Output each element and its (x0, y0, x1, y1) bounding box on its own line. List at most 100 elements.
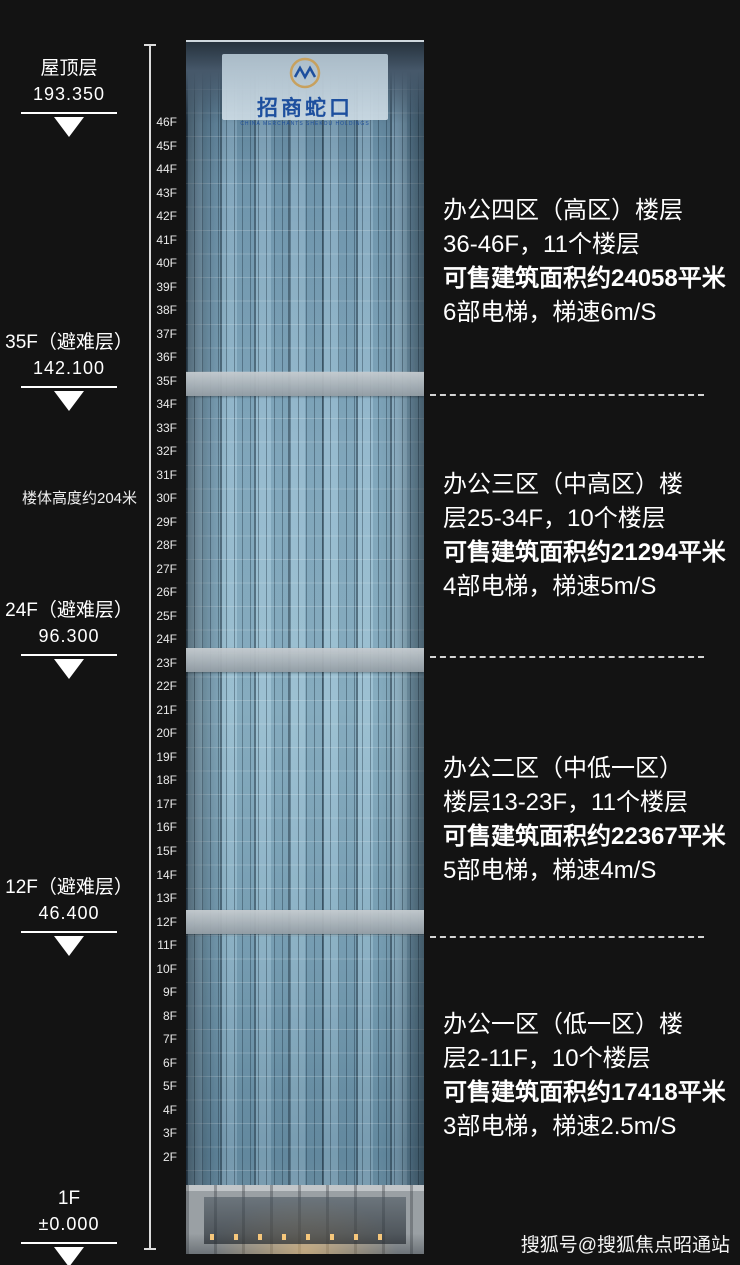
height-marker-24f: 24F（避难层） 96.300 (4, 598, 134, 679)
zone-info-low: 办公一区（低一区）楼 层2-11F，10个楼层 可售建筑面积约17418平米 3… (443, 1008, 735, 1144)
floor-label: 2F (162, 1149, 177, 1164)
zone-divider-24f (430, 656, 704, 658)
building-podium (186, 1185, 424, 1254)
floor-label: 26F (156, 585, 177, 600)
marker-value: 96.300 (38, 626, 100, 646)
zone-area-line: 可售建筑面积约22367平米 (443, 823, 726, 850)
floor-label: 46F (156, 115, 177, 129)
floor-label: 3F (162, 1126, 177, 1141)
zone-elevator-line: 3部电梯，梯速2.5m/S (443, 1113, 677, 1140)
zone-area-line: 可售建筑面积约24058平米 (443, 265, 726, 292)
zone-area-line: 可售建筑面积约21294平米 (443, 539, 726, 566)
floor-label: 43F (156, 185, 177, 200)
zone-info-high: 办公四区（高区）楼层 36-46F，11个楼层 可售建筑面积约24058平米 6… (443, 194, 735, 330)
ruler-line (144, 44, 156, 1250)
floor-label: 36F (156, 350, 177, 365)
floor-label: 18F (156, 773, 177, 788)
marker-value: ±0.000 (38, 1214, 100, 1234)
marker-value: 142.100 (32, 358, 106, 378)
floor-label: 29F (156, 514, 177, 529)
floor-label: 17F (156, 796, 177, 811)
marker-value: 46.400 (38, 903, 100, 923)
floor-label: 40F (156, 256, 177, 271)
down-arrow-icon (54, 117, 84, 137)
marker-underline (21, 112, 117, 114)
floor-label: 6F (162, 1055, 177, 1070)
floor-labels: 46F 45F 44F 43F 42F 41F 40F 39F 38F 37F 36F 35F 34F 3… (148, 114, 182, 1165)
floor-label: 19F (156, 749, 177, 764)
floor-label: 24F (156, 632, 177, 647)
floor-label: 14F (156, 867, 177, 882)
zone-elevator-line: 4部电梯，梯速5m/S (443, 573, 657, 600)
floor-label: 39F (156, 279, 177, 294)
marker-value: 193.350 (32, 84, 106, 104)
floor-label: 5F (162, 1079, 177, 1094)
down-arrow-icon (54, 936, 84, 956)
down-arrow-icon (54, 391, 84, 411)
floor-label: 8F (162, 1008, 177, 1023)
height-marker-roof: 屋顶层 193.350 (4, 56, 134, 137)
floor-label: 12F (156, 914, 177, 929)
zone-line: 36-46F，11个楼层 (443, 231, 640, 258)
refuge-floor-band-24f (186, 648, 424, 672)
floor-label: 13F (156, 891, 177, 906)
floor-label: 4F (162, 1102, 177, 1117)
floor-label: 38F (156, 303, 177, 318)
watermark: 搜狐号@搜狐焦点昭通站 (520, 1235, 730, 1256)
floor-label: 37F (156, 326, 177, 341)
refuge-floor-band-35f (186, 372, 424, 396)
floor-label: 30F (156, 491, 177, 506)
floor-label: 15F (156, 843, 177, 858)
zone-line: 楼层13-23F，11个楼层 (443, 789, 688, 816)
height-marker-12f: 12F（避难层） 46.400 (4, 875, 134, 956)
zone-line: 办公四区（高区）楼层 (443, 197, 683, 224)
marker-title: 12F（避难层） (5, 877, 133, 898)
floor-label: 45F (156, 138, 177, 153)
marker-underline (21, 654, 117, 656)
down-arrow-icon (54, 1247, 84, 1265)
floor-label: 10F (156, 961, 177, 976)
floor-label: 32F (156, 444, 177, 459)
zone-divider-35f (430, 394, 704, 396)
zone-line: 层2-11F，10个楼层 (443, 1045, 651, 1072)
floor-label: 9F (162, 985, 177, 1000)
zone-info-mid-low: 办公二区（中低一区） 楼层13-23F，11个楼层 可售建筑面积约22367平米… (443, 752, 735, 888)
zone-line: 办公一区（低一区）楼 (443, 1011, 683, 1038)
floor-label: 44F (156, 162, 177, 177)
building-illustration: 招商蛇口 CHINA MERCHANTS SHEKOU HOLDINGS (186, 40, 424, 1254)
marker-title: 35F（避难层） (5, 332, 133, 353)
floor-label: 31F (156, 467, 177, 482)
logo-subtext: CHINA MERCHANTS SHEKOU HOLDINGS (240, 121, 370, 127)
floor-label: 28F (156, 538, 177, 553)
floor-label: 21F (156, 702, 177, 717)
floor-label: 41F (156, 232, 177, 247)
floor-label: 33F (156, 420, 177, 435)
marker-underline (21, 386, 117, 388)
floor-label: 11F (157, 938, 177, 953)
marker-underline (21, 1242, 117, 1244)
zone-line: 办公三区（中高区）楼 (443, 471, 683, 498)
zone-line: 办公二区（中低一区） (443, 755, 683, 782)
logo-name: 招商蛇口 (257, 97, 353, 120)
floor-label: 7F (162, 1032, 177, 1047)
marker-underline (21, 931, 117, 933)
developer-logo: 招商蛇口 CHINA MERCHANTS SHEKOU HOLDINGS (186, 56, 424, 128)
marker-title: 1F (57, 1188, 81, 1209)
floor-label: 42F (156, 209, 177, 224)
marker-title: 屋顶层 (40, 58, 98, 79)
down-arrow-icon (54, 659, 84, 679)
zone-line: 层25-34F，10个楼层 (443, 505, 666, 532)
floor-label: 27F (156, 561, 177, 576)
floor-label: 16F (156, 820, 177, 835)
building-height-note: 楼体高度约204米 (22, 490, 138, 507)
floor-label: 25F (156, 608, 177, 623)
refuge-floor-band-12f (186, 910, 424, 934)
floor-label: 22F (156, 679, 177, 694)
zone-divider-12f (430, 936, 704, 938)
marker-title: 24F（避难层） (5, 600, 133, 621)
cmsk-logo-icon (289, 57, 321, 89)
floor-label: 34F (156, 397, 177, 412)
zone-info-mid-high: 办公三区（中高区）楼 层25-34F，10个楼层 可售建筑面积约21294平米 … (443, 468, 735, 604)
zone-area-line: 可售建筑面积约17418平米 (443, 1079, 726, 1106)
